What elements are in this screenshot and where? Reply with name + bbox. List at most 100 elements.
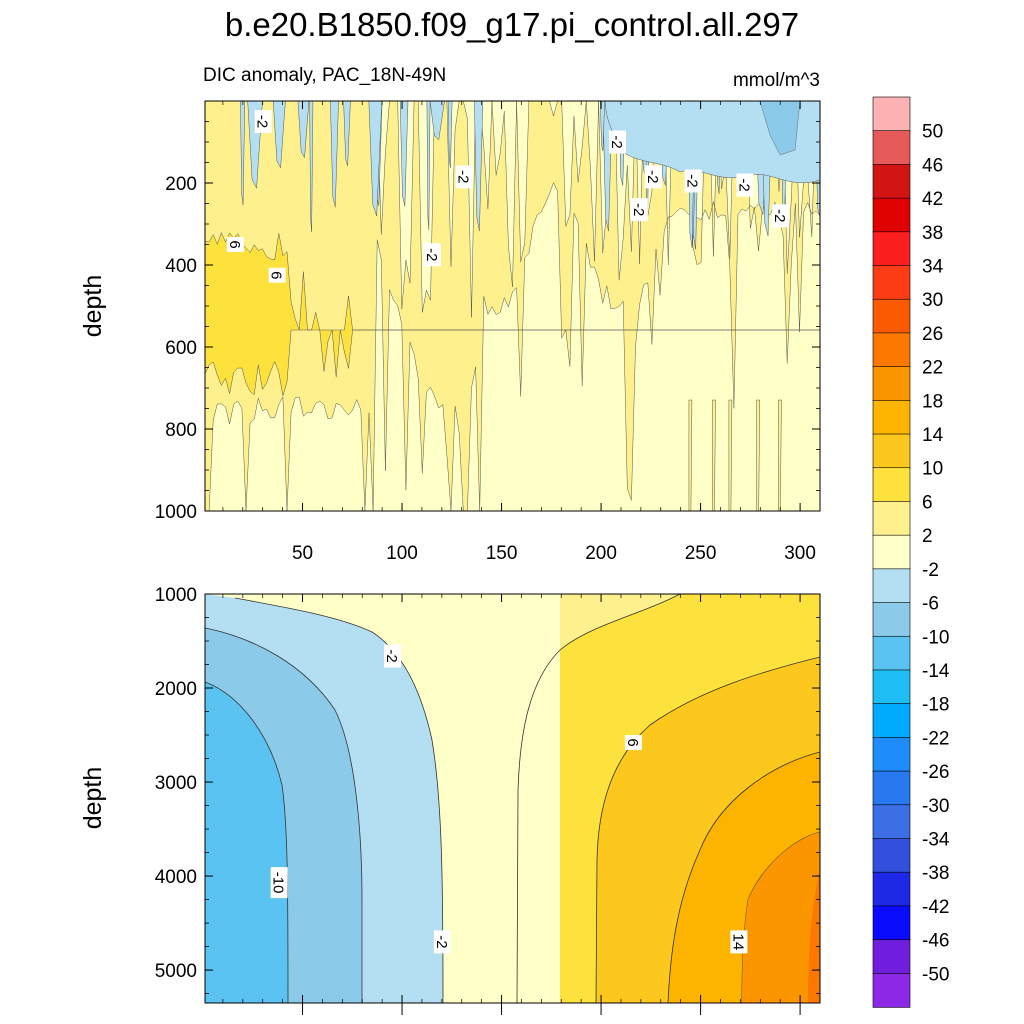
contour-label-text: -2 — [735, 178, 752, 191]
colorbar-swatch — [872, 804, 911, 840]
colorbar-label: 46 — [922, 155, 943, 176]
contour-label-text: -2 — [630, 203, 647, 216]
colorbar-swatch — [872, 96, 911, 132]
contour-label-text: -2 — [254, 115, 271, 128]
upper-region-minus2-streak — [309, 101, 314, 232]
colorbar-swatch — [872, 703, 911, 739]
lower-y-axis-label: depth — [79, 767, 107, 830]
colorbar-swatch — [872, 669, 911, 705]
upper-region-minus2-streak — [474, 101, 484, 231]
contour-label: -2 — [630, 198, 648, 222]
contour-label-bg — [624, 735, 642, 751]
upper-axis-ticks: 200 400 600 800 1000 50 100 150 200 250 300 — [155, 100, 820, 564]
colorbar-swatch — [872, 130, 911, 166]
region-minus14 — [205, 682, 288, 1003]
contour-label: -2 — [644, 165, 662, 189]
contour-label-text: 14 — [729, 934, 746, 951]
upper-contour-fill — [205, 101, 820, 511]
colorbar-label: 30 — [922, 290, 943, 311]
contour-label: 6 — [624, 735, 642, 751]
contour-label-bg — [644, 165, 662, 189]
upper-region-2-streak — [688, 399, 693, 511]
contour-label-bg — [423, 243, 441, 267]
colorbar-swatch — [872, 164, 911, 199]
colorbar-label: -26 — [922, 762, 949, 783]
colorbar-label: 38 — [922, 223, 943, 244]
y-tick-label: 200 — [165, 174, 197, 195]
contour-label: 6 — [226, 237, 244, 252]
contour-label-text: -2 — [684, 174, 701, 187]
upper-region-minus2-streak — [240, 101, 246, 206]
colorbar-label: 22 — [922, 358, 943, 379]
upper-region-minus2-streak — [447, 101, 453, 168]
contour-label-bg — [270, 867, 288, 899]
colorbar-label: -22 — [922, 728, 949, 749]
contour-label-bg — [736, 173, 754, 197]
y-tick-label: 3000 — [155, 773, 197, 794]
colorbar-label: 26 — [922, 324, 943, 345]
colorbar-label: -38 — [922, 863, 949, 884]
y-tick-label: 800 — [165, 420, 197, 441]
colorbar-swatch — [872, 534, 911, 570]
contour-label-text: -10 — [270, 872, 287, 894]
contour-label-text: -2 — [383, 649, 400, 662]
region-18 — [742, 832, 820, 1003]
colorbar-swatch — [872, 871, 911, 907]
upper-y-axis-label: depth — [79, 275, 107, 338]
x-tick-label: 300 — [784, 543, 816, 564]
contour-label-text: 6 — [624, 738, 641, 746]
colorbar-label: -18 — [922, 695, 949, 716]
contour-label-text: -2 — [608, 135, 625, 148]
contour-label: -2 — [423, 243, 441, 267]
lower-contour-fill — [205, 594, 820, 1003]
colorbar-label: 18 — [922, 391, 943, 412]
upper-contour-labels: -2 -2 -2 -2 -2 -2 -2 -2 -2 6 6 — [226, 110, 790, 283]
colorbar-swatch — [872, 467, 911, 503]
upper-region-minus2-streak — [399, 101, 409, 207]
upper-region-minus2-streak — [599, 101, 605, 151]
contour-label-bg — [684, 169, 702, 193]
upper-region-2-streak — [778, 399, 782, 511]
colorbar-swatch — [872, 501, 911, 536]
colorbar-label: 10 — [922, 459, 943, 480]
colorbar-swatch — [872, 972, 911, 1008]
colorbar-swatch — [872, 433, 911, 469]
lower-contour-lines — [205, 594, 820, 1003]
x-tick-label: 100 — [386, 543, 418, 564]
colorbar-swatch — [872, 939, 911, 974]
y-tick-label: 400 — [165, 256, 197, 277]
upper-region-2-streak — [756, 399, 760, 511]
contour-label-bg — [455, 165, 473, 189]
upper-region-6 — [205, 232, 820, 396]
upper-region-2 — [205, 101, 820, 511]
y-tick-label: 5000 — [155, 961, 197, 982]
colorbar-label: 42 — [922, 189, 943, 210]
colorbar-swatch — [872, 770, 911, 806]
upper-region-minus2-streak — [426, 101, 431, 231]
y-tick-label: 1000 — [155, 585, 197, 606]
colorbar-swatch — [872, 197, 911, 233]
colorbar-label: -30 — [922, 796, 949, 817]
contour-label: -2 — [684, 169, 702, 193]
contour-label-text: -2 — [423, 248, 440, 261]
contour-label: -2 — [254, 110, 272, 133]
contour-label: -2 — [608, 130, 626, 154]
contour-label: 6 — [268, 267, 286, 283]
colorbar-label: 6 — [922, 492, 933, 513]
contour-label-text: -2 — [455, 170, 472, 183]
contour-label-bg — [730, 930, 748, 954]
colorbar-label: 14 — [922, 425, 944, 446]
lower-axis-ticks: 1000 2000 3000 4000 5000 — [155, 585, 820, 1015]
y-tick-label: 1000 — [155, 502, 197, 523]
colorbar-label: 50 — [922, 122, 943, 143]
colorbar-label: -50 — [922, 964, 949, 985]
contour-label: -2 — [455, 165, 473, 189]
colorbar-swatch — [872, 231, 911, 267]
contour-label: -10 — [270, 867, 288, 899]
contour-label-text: 6 — [226, 240, 243, 248]
y-tick-label: 600 — [165, 338, 197, 359]
contour-label: -2 — [433, 930, 451, 954]
colorbar-swatch — [872, 400, 911, 435]
colorbar-label: -42 — [922, 897, 949, 918]
